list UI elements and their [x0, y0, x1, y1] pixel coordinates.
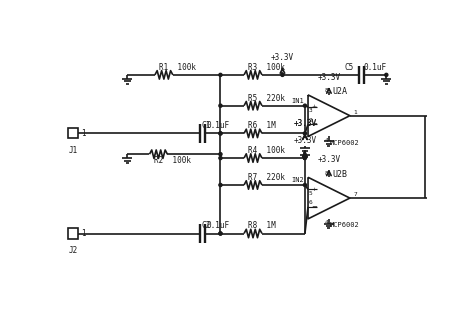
Text: R7  220k: R7 220k [248, 173, 285, 182]
Text: MCP6002: MCP6002 [330, 222, 359, 228]
Text: U2B: U2B [332, 170, 347, 179]
Text: J2: J2 [69, 246, 78, 255]
Circle shape [219, 132, 222, 135]
Circle shape [219, 104, 222, 107]
Circle shape [303, 132, 307, 135]
Circle shape [385, 73, 388, 76]
Text: 5: 5 [309, 191, 312, 196]
Bar [68, 128, 78, 138]
Bar [68, 228, 78, 239]
Text: R3  100k: R3 100k [248, 63, 285, 72]
Text: 1: 1 [81, 229, 86, 238]
Text: 4: 4 [325, 221, 328, 225]
Circle shape [303, 104, 307, 107]
Text: 1: 1 [354, 110, 357, 115]
Text: +3.3V: +3.3V [271, 53, 294, 62]
Text: R6  1M: R6 1M [248, 121, 276, 130]
Text: 7: 7 [354, 192, 357, 197]
Text: 0.1uF: 0.1uF [207, 222, 229, 230]
Text: +3.3V: +3.3V [293, 119, 317, 128]
Text: +: + [311, 105, 317, 109]
Text: 6: 6 [309, 200, 312, 205]
Circle shape [219, 153, 222, 156]
Text: C2: C2 [201, 222, 210, 230]
Circle shape [219, 156, 222, 160]
Text: IN1: IN1 [292, 98, 304, 104]
Text: R1  100k: R1 100k [159, 63, 196, 72]
Text: 1: 1 [81, 129, 86, 138]
Text: MCP6002: MCP6002 [330, 140, 359, 146]
Text: −: − [311, 204, 317, 210]
Text: 8: 8 [325, 171, 328, 176]
Circle shape [219, 232, 222, 235]
Circle shape [219, 232, 222, 235]
Text: J1: J1 [69, 146, 78, 155]
Text: IN2: IN2 [292, 178, 304, 184]
Circle shape [303, 156, 307, 160]
Circle shape [219, 184, 222, 186]
Text: 0.1uF: 0.1uF [207, 121, 229, 130]
Text: R8  1M: R8 1M [248, 222, 276, 230]
Text: C5: C5 [345, 63, 354, 72]
Text: 8: 8 [325, 88, 328, 93]
Text: 2: 2 [309, 118, 312, 123]
Text: +3.3V: +3.3V [318, 155, 340, 164]
Text: R4  100k: R4 100k [248, 146, 285, 155]
Text: 0.1uF: 0.1uF [363, 63, 386, 72]
Text: +3.3V: +3.3V [293, 119, 317, 128]
Text: C1: C1 [201, 121, 210, 130]
Text: R2  100k: R2 100k [154, 156, 191, 165]
Text: +: + [311, 187, 317, 192]
Circle shape [281, 73, 284, 76]
Text: R5  220k: R5 220k [248, 94, 285, 103]
Text: +3.3V: +3.3V [293, 136, 317, 145]
Circle shape [219, 132, 222, 135]
Circle shape [303, 184, 307, 186]
Text: U2A: U2A [332, 88, 347, 96]
Text: −: − [311, 121, 317, 127]
Text: +3.3V: +3.3V [318, 73, 340, 82]
Text: 3: 3 [309, 108, 312, 113]
Text: 4: 4 [325, 138, 328, 143]
Circle shape [219, 73, 222, 76]
